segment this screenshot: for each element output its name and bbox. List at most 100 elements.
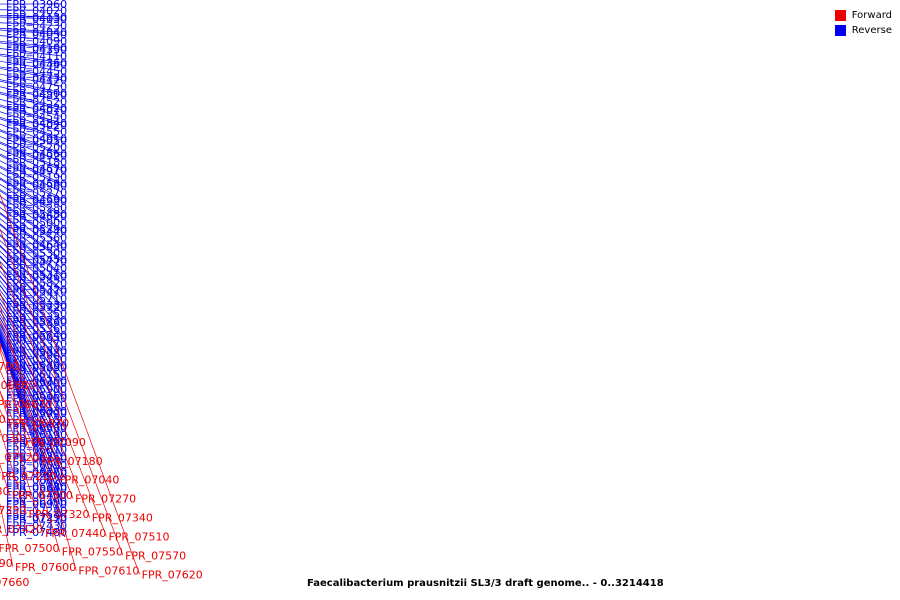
reverse-gene-label: FPR_05450 <box>6 253 67 266</box>
reverse-gene-label: FPR_04110 <box>6 50 67 63</box>
forward-gene-label: FPR_07510 <box>108 531 169 544</box>
reverse-gene-label: FPR_05020 <box>6 119 67 132</box>
reverse-leader-line <box>0 335 63 481</box>
forward-gene-label: FPR_07610 <box>78 565 139 578</box>
forward-gene-label: FPR_07180 <box>42 455 103 468</box>
reverse-gene-label: FPR_04910 <box>6 132 67 145</box>
reverse-gene-label: FPR_05000 <box>6 217 67 230</box>
forward-leader-line <box>0 193 140 575</box>
reverse-gene-label: FPR_05200 <box>6 141 67 154</box>
reverse-gene-label: FPR_04970 <box>6 165 67 178</box>
forward-leader-line <box>0 228 124 556</box>
legend-item-reverse: Reverse <box>834 23 892 38</box>
reverse-gene-label: FPR_05320 <box>6 284 67 297</box>
forward-gene-label: FPR_07590 <box>0 557 13 570</box>
forward-swatch <box>834 10 846 21</box>
reverse-gene-label: FPR_07480 <box>6 526 67 539</box>
reverse-gene-label: FPR_07370 <box>6 513 67 526</box>
legend-item-forward: Forward <box>834 8 892 23</box>
reverse-gene-label: FPR_07290 <box>6 511 67 524</box>
forward-leader-line <box>0 390 44 533</box>
reverse-leader-line <box>0 331 63 466</box>
reverse-gene-label: FPR_04500 <box>6 87 67 100</box>
forward-gene-label: FPR_07550 <box>62 546 123 559</box>
reverse-leader-line <box>0 320 63 435</box>
forward-gene-label: FPR_06420 <box>0 341 2 354</box>
reverse-gene-label: FPR_04030 <box>6 13 67 26</box>
reverse-leader-line <box>0 337 63 520</box>
reverse-leader-line <box>0 313 63 420</box>
reverse-gene-label: FPR_04360 <box>6 57 67 70</box>
forward-leader-line <box>0 346 57 480</box>
reverse-gene-label: FPR_04020 <box>6 5 67 18</box>
reverse-gene-label: FPR_06500 <box>6 422 67 435</box>
forward-gene-label: FPR_07420 <box>0 523 43 536</box>
forward-gene-label: FPR_07300 <box>12 489 73 502</box>
reverse-gene-label: FPR_04770 <box>6 255 67 268</box>
reverse-leader-line <box>0 337 63 496</box>
reverse-leader-line <box>0 297 63 390</box>
reverse-leader-line <box>0 328 63 459</box>
forward-gene-label: FPR_06880 <box>0 379 36 392</box>
genome-caption: Faecalibacterium prausnitzii SL3/3 draft… <box>307 578 664 589</box>
forward-gene-label: FPR_07600 <box>15 561 76 574</box>
forward-gene-label: FPR_07570 <box>125 549 186 562</box>
forward-gene-label: FPR_07620 <box>142 568 203 581</box>
forward-gene-label: FPR_06700 <box>0 360 19 373</box>
reverse-leader-line <box>0 339 63 511</box>
reverse-gene-label: FPR_04050 <box>6 28 67 41</box>
reverse-leader-line <box>0 317 63 429</box>
reverse-gene-label: FPR_06490 <box>6 496 67 509</box>
reverse-gene-label: FPR_04750 <box>6 80 67 93</box>
reverse-gene-label: FPR_04730 <box>6 72 67 85</box>
legend-label-forward: Forward <box>851 10 892 21</box>
legend-label-reverse: Reverse <box>851 25 892 36</box>
reverse-leader-line <box>0 338 63 526</box>
forward-gene-label: FPR_07320 <box>28 508 89 521</box>
reverse-swatch <box>834 25 846 36</box>
reverse-gene-label: FPR_04090 <box>6 35 67 48</box>
forward-gene-label: FPR_07280 <box>0 485 9 498</box>
forward-leader-line <box>0 291 91 518</box>
reverse-gene-label: FPR_04350 <box>6 43 67 56</box>
reverse-leader-line <box>0 337 63 504</box>
forward-gene-label: FPR_07440 <box>45 527 106 540</box>
reverse-leader-line <box>0 333 63 474</box>
reverse-gene-label: FPR_04130 <box>6 11 67 24</box>
reverse-leader-line <box>0 338 63 533</box>
forward-genes-layer: FPR_05160FPR_04430FPR_04630FPR_04850FPR_… <box>0 193 203 589</box>
forward-gene-label: FPR_07030 <box>0 432 23 445</box>
reverse-leader-line <box>0 309 63 414</box>
legend: Forward Reverse <box>834 8 892 38</box>
forward-leader-line <box>0 320 74 499</box>
reverse-gene-label: FPR_04560 <box>6 147 67 160</box>
reverse-leader-line <box>0 302 63 398</box>
reverse-gene-label: FPR_04550 <box>6 126 67 139</box>
forward-gene-label: FPR_06930 <box>0 413 6 426</box>
forward-leader-line <box>0 261 107 537</box>
forward-gene-label: FPR_06970 <box>8 417 69 430</box>
forward-gene-label: FPR_07500 <box>0 542 60 555</box>
reverse-gene-label: FPR_05290 <box>6 223 67 236</box>
reverse-gene-label: FPR_04470 <box>6 74 67 87</box>
forward-leader-line <box>0 304 77 571</box>
reverse-gene-label: FPR_04980 <box>6 180 67 193</box>
reverse-leader-line <box>0 336 63 489</box>
reverse-gene-label: FPR_05370 <box>6 338 67 351</box>
forward-gene-label: FPR_07090 <box>25 436 86 449</box>
reverse-gene-label: FPR_05030 <box>6 240 67 253</box>
reverse-gene-label: FPR_05720 <box>6 301 67 314</box>
forward-leader-line <box>0 348 61 552</box>
reverse-gene-label: FPR_07430 <box>6 519 67 532</box>
reverse-gene-label: FPR_04620 <box>6 210 67 223</box>
reverse-gene-label: FPR_04450 <box>6 65 67 78</box>
reverse-gene-label: FPR_04440 <box>6 59 67 72</box>
reverse-gene-label: FPR_06450 <box>6 489 67 502</box>
reverse-gene-label: FPR_03960 <box>6 0 67 11</box>
forward-gene-label: FPR_07340 <box>92 512 153 525</box>
reverse-leader-line <box>0 306 63 405</box>
